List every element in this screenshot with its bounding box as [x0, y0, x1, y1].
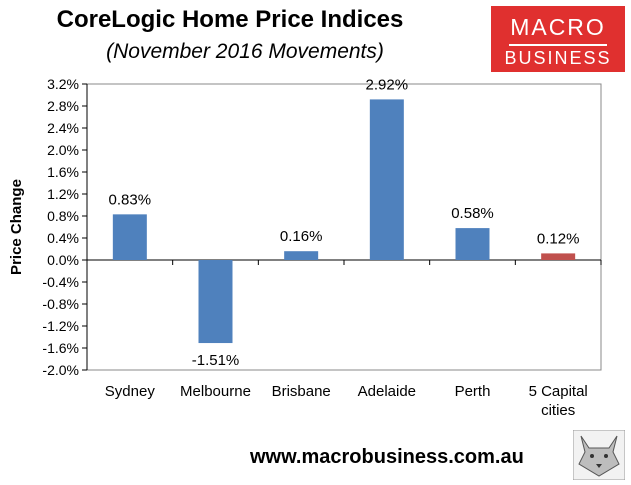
x-category-label: Perth [455, 383, 491, 400]
y-tick-label: 1.2% [47, 186, 79, 202]
data-label: 2.92% [366, 76, 409, 93]
macrobusiness-logo: MACRO BUSINESS [491, 6, 625, 72]
logo-line-1: MACRO [510, 14, 606, 40]
y-tick-label: -0.8% [42, 296, 79, 312]
y-tick-label: -2.0% [42, 362, 79, 378]
y-tick-label: -1.2% [42, 318, 79, 334]
footer-url: www.macrobusiness.com.au [250, 446, 524, 468]
y-axis-title: Price Change [8, 179, 25, 275]
y-tick-label: 2.0% [47, 142, 79, 158]
bar-adelaide [369, 99, 404, 261]
data-label: 0.16% [280, 228, 323, 245]
y-tick-label: 3.2% [47, 76, 79, 92]
data-label: 0.12% [537, 230, 580, 247]
y-tick-label: 1.6% [47, 164, 79, 180]
wolf-mascot-image [572, 429, 626, 481]
x-category-label-line: Perth [455, 383, 491, 400]
x-category-label-line: Sydney [105, 383, 156, 400]
y-tick-label: -0.4% [42, 274, 79, 290]
y-tick-label: 0.8% [47, 208, 79, 224]
data-label: 0.83% [109, 191, 152, 208]
x-category-label-line: cities [541, 402, 575, 419]
bar-melbourne [198, 260, 233, 344]
x-category-label-line: 5 Capital [529, 383, 588, 400]
y-tick-label: 2.8% [47, 98, 79, 114]
data-label: 0.58% [451, 205, 494, 222]
x-category-label-line: Adelaide [358, 383, 416, 400]
x-category-label: Melbourne [180, 383, 251, 400]
x-category-label-line: Brisbane [272, 383, 331, 400]
chart-title: CoreLogic Home Price Indices [56, 6, 404, 33]
x-category-label: 5 Capital cities [529, 383, 588, 419]
y-tick-label: 0.0% [47, 252, 79, 268]
x-category-label: Brisbane [272, 383, 331, 400]
x-category-label-line: Melbourne [180, 383, 251, 400]
x-category-label: Sydney [105, 383, 156, 400]
plot-area-border [86, 83, 602, 371]
bar-5-capital-cities [541, 253, 576, 260]
y-tick-label: -1.6% [42, 340, 79, 356]
logo-line-2: BUSINESS [504, 48, 612, 68]
logo-divider [509, 44, 607, 46]
chart-subtitle: (November 2016 Movements) [106, 40, 384, 63]
x-category-label: Adelaide [358, 383, 416, 400]
y-tick-label: 0.4% [47, 230, 79, 246]
bar-sydney [112, 214, 147, 260]
bar-brisbane [284, 251, 319, 260]
y-tick-label: 2.4% [47, 120, 79, 136]
bar-perth [455, 228, 490, 260]
data-label: -1.51% [192, 352, 240, 369]
